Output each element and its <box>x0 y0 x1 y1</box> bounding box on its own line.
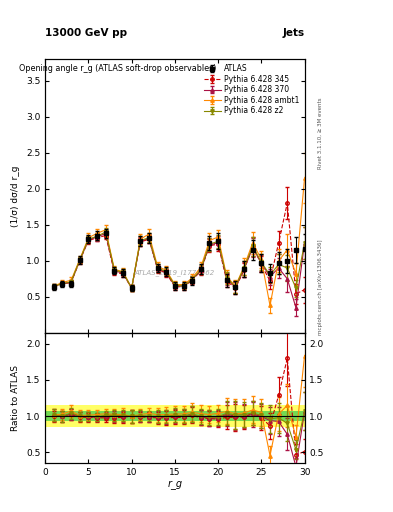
Y-axis label: Ratio to ATLAS: Ratio to ATLAS <box>11 365 20 431</box>
X-axis label: r_g: r_g <box>167 479 182 488</box>
Y-axis label: (1/σ) dσ/d r_g: (1/σ) dσ/d r_g <box>11 165 20 227</box>
Text: Jets: Jets <box>283 28 305 38</box>
Legend: ATLAS, Pythia 6.428 345, Pythia 6.428 370, Pythia 6.428 ambt1, Pythia 6.428 z2: ATLAS, Pythia 6.428 345, Pythia 6.428 37… <box>202 62 301 117</box>
Text: mcplots.cern.ch [arXiv:1306.3436]: mcplots.cern.ch [arXiv:1306.3436] <box>318 239 323 334</box>
Text: Rivet 3.1.10, ≥ 3M events: Rivet 3.1.10, ≥ 3M events <box>318 97 323 169</box>
Text: 13000 GeV pp: 13000 GeV pp <box>45 28 127 38</box>
Text: Opening angle r_g (ATLAS soft-drop observables): Opening angle r_g (ATLAS soft-drop obser… <box>19 65 217 73</box>
Text: ATLAS_2019_I1772062: ATLAS_2019_I1772062 <box>135 269 215 276</box>
